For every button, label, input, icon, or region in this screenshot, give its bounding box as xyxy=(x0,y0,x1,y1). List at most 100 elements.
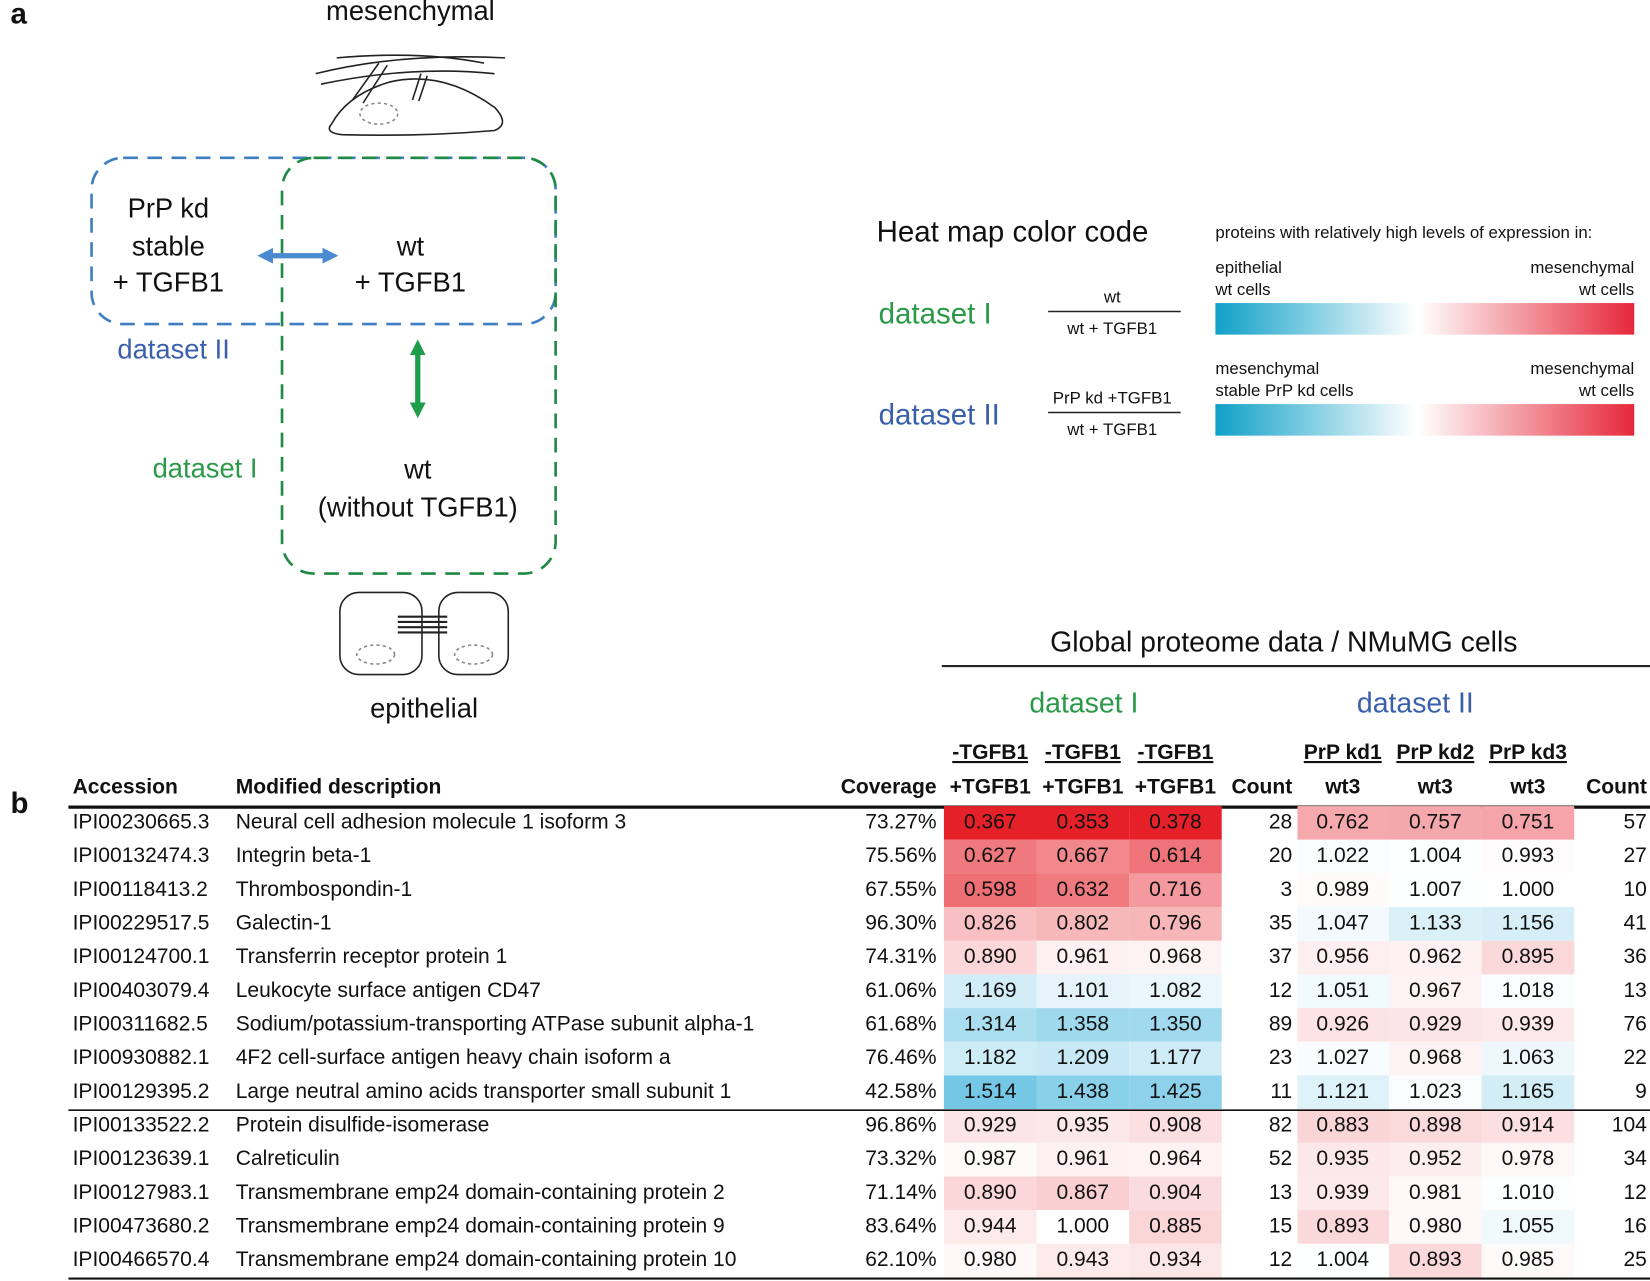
table-cell: 0.964 xyxy=(1149,1147,1202,1170)
heat-cell xyxy=(943,1243,1037,1278)
heat-cell xyxy=(1481,1075,1575,1110)
table-cell: 1.004 xyxy=(1316,1248,1369,1271)
table-cell: 1.010 xyxy=(1502,1181,1555,1204)
heat-cell xyxy=(1129,806,1222,840)
content: a mesenchymal epithelial PrP kd stable + TGFB… xyxy=(11,0,1650,1280)
table-cell: 0.614 xyxy=(1149,844,1202,867)
heat-cell xyxy=(943,1142,1037,1177)
table-cell: 0.890 xyxy=(964,945,1017,968)
heat-cell xyxy=(1481,873,1575,908)
heat-cell xyxy=(1297,1008,1391,1042)
table-cell: 1.023 xyxy=(1409,1080,1462,1103)
heat-cell xyxy=(1481,1176,1575,1211)
heat-cell xyxy=(943,1176,1037,1211)
table-cell: 4F2 cell-surface antigen heavy chain iso… xyxy=(236,1046,671,1069)
table-cell: 61.06% xyxy=(865,979,936,1002)
table-cell: 1.169 xyxy=(964,979,1017,1002)
table-cell: 34 xyxy=(1623,1147,1647,1170)
table-cell: 0.826 xyxy=(964,911,1017,934)
condition-label: PrP kd xyxy=(128,193,210,224)
heat-cell xyxy=(943,1075,1037,1110)
table-cell: Transmembrane emp24 domain-containing pr… xyxy=(236,1181,725,1204)
table-cell: Neural cell adhesion molecule 1 isoform … xyxy=(236,810,626,833)
heat-cell xyxy=(1389,974,1482,1009)
table-cell: 1.027 xyxy=(1316,1046,1369,1069)
legend-subtitle: proteins with relatively high levels of … xyxy=(1215,223,1592,242)
table-cell: 9 xyxy=(1635,1080,1647,1103)
table-cell: 0.956 xyxy=(1316,945,1369,968)
condition-label: stable xyxy=(132,231,205,262)
heat-cell xyxy=(1481,1109,1575,1143)
table-cell: Thrombospondin-1 xyxy=(236,878,413,901)
table-cell: 0.867 xyxy=(1056,1181,1109,1204)
table-cell: 1.438 xyxy=(1056,1080,1109,1103)
table-cell: IPI00473680.2 xyxy=(73,1215,210,1238)
table-cell: Leukocyte surface antigen CD47 xyxy=(236,979,541,1002)
heat-cell xyxy=(1389,1210,1482,1244)
heat-cell xyxy=(1129,1243,1222,1278)
heat-cell xyxy=(1481,806,1575,840)
cell-label: epithelial xyxy=(370,693,478,724)
legend-dataset: dataset I xyxy=(879,297,992,330)
color-scale xyxy=(1215,404,1416,436)
heat-cell xyxy=(1297,1176,1391,1211)
heat-cell xyxy=(1036,1243,1130,1278)
table-cell: 28 xyxy=(1269,810,1292,833)
heat-cell xyxy=(1389,1008,1482,1042)
table-cell: 0.367 xyxy=(964,810,1017,833)
table-cell: Calreticulin xyxy=(236,1147,340,1170)
table-cell: 0.980 xyxy=(964,1248,1017,1271)
scale-end-label: epithelial xyxy=(1215,258,1281,277)
heat-cell xyxy=(1129,1142,1222,1177)
heat-cell xyxy=(1297,974,1391,1009)
table-cell: 0.943 xyxy=(1056,1248,1109,1271)
table-cell: 1.022 xyxy=(1316,844,1369,867)
heat-cell xyxy=(1129,974,1222,1009)
table-cell: 76.46% xyxy=(865,1046,936,1069)
heat-cell xyxy=(943,839,1037,874)
table-cell: IPI00466570.4 xyxy=(73,1248,210,1271)
heat-cell xyxy=(1481,1041,1575,1076)
heat-cell xyxy=(1129,1041,1222,1076)
table-cell: Transmembrane emp24 domain-containing pr… xyxy=(236,1248,737,1271)
cell-label: mesenchymal xyxy=(326,0,495,26)
scale-end-label: mesenchymal xyxy=(1530,258,1634,277)
heat-cell xyxy=(943,907,1037,941)
heat-cell xyxy=(1481,1008,1575,1042)
table-cell: 73.32% xyxy=(865,1147,936,1170)
heat-cell xyxy=(1389,839,1482,874)
heat-cell xyxy=(943,940,1037,975)
heat-cell xyxy=(1297,806,1391,840)
heat-cell xyxy=(943,974,1037,1009)
column-header: Modified description xyxy=(236,776,442,799)
table-cell: 0.598 xyxy=(964,878,1017,901)
heat-cell xyxy=(1297,1041,1391,1076)
table-cell: IPI00127983.1 xyxy=(73,1181,210,1204)
heat-cell xyxy=(1129,839,1222,874)
heat-cell xyxy=(1481,1142,1575,1177)
table-cell: 0.632 xyxy=(1056,878,1109,901)
table-cell: 0.914 xyxy=(1502,1114,1555,1137)
table-cell: 0.802 xyxy=(1056,911,1109,934)
group-label: dataset I xyxy=(1029,688,1138,720)
table-cell: IPI00132474.3 xyxy=(73,844,210,867)
table-cell: 3 xyxy=(1281,878,1293,901)
table-cell: IPI00229517.5 xyxy=(73,911,210,934)
column-header: wt3 xyxy=(1324,776,1360,799)
table-cell: 0.939 xyxy=(1316,1181,1369,1204)
heat-cell xyxy=(1297,873,1391,908)
table-cell: 0.762 xyxy=(1316,810,1369,833)
table-cell: 0.926 xyxy=(1316,1013,1369,1036)
table-cell: 0.751 xyxy=(1502,810,1555,833)
heat-cell xyxy=(1036,1142,1130,1177)
table-cell: 83.64% xyxy=(865,1215,936,1238)
group-label: dataset II xyxy=(1357,688,1474,720)
table-cell: 1.051 xyxy=(1316,979,1369,1002)
table-cell: 1.000 xyxy=(1056,1215,1109,1238)
table-cell: 0.978 xyxy=(1502,1147,1555,1170)
heat-cell xyxy=(1036,974,1130,1009)
table-cell: 36 xyxy=(1623,945,1646,968)
heat-cell xyxy=(1389,940,1482,975)
table-cell: 23 xyxy=(1269,1046,1292,1069)
table-cell: IPI00124700.1 xyxy=(73,945,210,968)
